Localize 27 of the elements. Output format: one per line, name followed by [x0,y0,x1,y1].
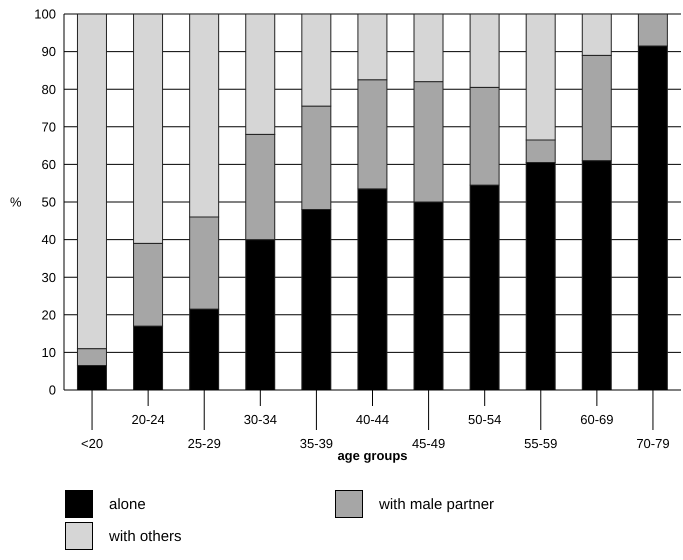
y-tick-label: 80 [42,82,56,97]
y-tick-label: 10 [42,345,56,360]
x-tick-label: 40-44 [356,412,390,427]
x-axis-title: age groups [337,448,408,463]
x-tick-label: <20 [81,436,104,451]
x-tick-label: 30-34 [244,412,277,427]
x-tick-label: 35-39 [300,436,334,451]
legend-label: with male partner [379,496,494,512]
legend-label: alone [109,496,146,512]
y-tick-label: 20 [42,307,56,322]
x-tick-label: 55-59 [524,436,558,451]
x-tick-label: 20-24 [132,412,165,427]
y-tick-label: 90 [42,44,56,60]
legend-label: with others [109,528,182,544]
y-tick-label: 50 [42,194,56,210]
x-tick-label: 50-54 [468,412,502,427]
y-tick-label: 40 [42,232,56,248]
x-tick-label: 60-69 [580,412,614,427]
y-tick-label: 60 [42,157,56,172]
y-tick-label: 70 [42,119,56,134]
y-tick-label: 0 [48,382,56,398]
y-axis-title: % [10,194,22,210]
y-tick-label: 100 [34,6,56,22]
x-tick-label: 70-79 [636,436,670,451]
y-tick-label: 30 [42,270,56,285]
x-tick-label: 25-29 [188,436,221,451]
x-tick-label: 45-49 [412,436,446,451]
